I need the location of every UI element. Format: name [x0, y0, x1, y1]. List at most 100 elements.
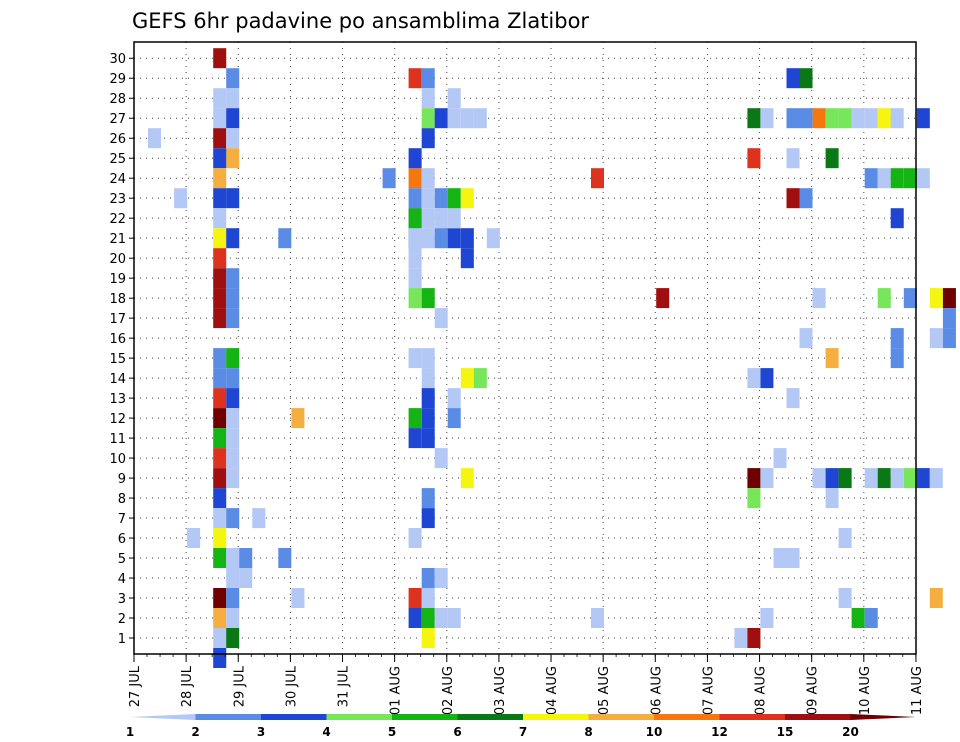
heatmap-cell: [213, 148, 227, 169]
heatmap-cell: [213, 348, 227, 369]
heatmap-cell: [434, 108, 448, 129]
heatmap-cell: [864, 168, 878, 189]
x-tick-label: 27 JUL: [128, 665, 143, 707]
y-tick-label: 24: [109, 172, 126, 187]
y-tick-label: 8: [118, 492, 126, 507]
heatmap-cell: [447, 388, 461, 409]
y-tick-label: 2: [118, 612, 126, 627]
heatmap-cell: [213, 588, 227, 608]
heatmap-cell: [421, 88, 435, 109]
heatmap-cell: [447, 608, 461, 628]
heatmap-cell: [408, 588, 422, 608]
heatmap-cell: [812, 468, 826, 489]
heatmap-cell: [447, 208, 461, 229]
heatmap-cell: [421, 488, 435, 509]
heatmap-cell: [226, 448, 240, 469]
heatmap-cell: [877, 468, 891, 489]
heatmap-cell: [226, 388, 240, 409]
heatmap-cell: [460, 248, 474, 269]
heatmap-cell: [226, 468, 240, 489]
heatmap-cell: [473, 368, 487, 389]
colorbar-level-label: 1: [126, 725, 134, 739]
y-tick-label: 4: [118, 572, 126, 587]
colorbar-level-label: 6: [453, 725, 461, 739]
y-tick-label: 14: [109, 372, 126, 387]
heatmap-cell: [213, 628, 227, 648]
heatmap-cell: [408, 168, 422, 189]
heatmap-cell: [226, 348, 240, 369]
colorbar-level-label: 3: [257, 725, 265, 739]
heatmap-cell: [799, 108, 813, 129]
heatmap-cell: [213, 88, 227, 109]
heatmap-cell: [226, 308, 240, 329]
heatmap-cell: [408, 288, 422, 309]
heatmap-cell: [421, 188, 435, 209]
heatmap-cell: [786, 148, 800, 169]
heatmap-cell: [747, 628, 761, 648]
x-tick-label: 09 AUG: [806, 666, 821, 715]
heatmap-cell: [226, 188, 240, 209]
heatmap-cell: [408, 268, 422, 289]
heatmap-cell: [916, 468, 930, 489]
heatmap-cell: [213, 428, 227, 449]
heatmap-cell: [825, 488, 839, 509]
heatmap-cell: [864, 108, 878, 129]
heatmap-cell: [382, 168, 396, 189]
colorbar-level-label: 4: [322, 725, 330, 739]
heatmap-cell: [486, 228, 500, 249]
heatmap-cell: [890, 468, 904, 489]
y-axis: 1234567891011121314151617181920212223242…: [109, 52, 134, 647]
heatmap-cell: [408, 228, 422, 249]
colorbar-segment: [588, 714, 655, 720]
heatmap-cell: [213, 448, 227, 469]
heatmap-cell: [434, 208, 448, 229]
heatmap-cell: [890, 108, 904, 129]
heatmap-cell: [890, 348, 904, 369]
heatmap-cell: [434, 448, 448, 469]
heatmap-cell: [734, 628, 748, 648]
heatmap-cell: [213, 308, 227, 329]
x-axis: 27 JUL 28 JUL 29 JUL 30 JUL 31 JUL 01 AUG 02 A…: [128, 654, 925, 715]
heatmap-cell: [213, 228, 227, 249]
y-tick-label: 21: [109, 232, 126, 247]
colorbar-segment: [326, 714, 393, 720]
colorbar-level-label: 15: [777, 725, 794, 739]
heatmap-cells: [148, 48, 956, 668]
heatmap-cell: [226, 288, 240, 309]
heatmap-cell: [825, 468, 839, 489]
heatmap-cell: [148, 128, 162, 149]
colorbar-level-label: 10: [646, 725, 663, 739]
heatmap-cell: [213, 488, 227, 509]
heatmap-cell: [278, 548, 292, 568]
heatmap-cell: [747, 488, 761, 509]
heatmap-cell: [447, 228, 461, 249]
heatmap-cell: [213, 288, 227, 309]
colorbar-segment: [195, 714, 262, 720]
heatmap-cell: [226, 568, 240, 588]
heatmap-cell: [460, 468, 474, 489]
heatmap-cell: [825, 108, 839, 129]
heatmap-cell: [226, 408, 240, 429]
colorbar-level-label: 7: [519, 725, 527, 739]
heatmap-cell: [929, 288, 943, 309]
heatmap-cell: [473, 108, 487, 129]
heatmap-cell: [213, 268, 227, 289]
heatmap-cell: [421, 228, 435, 249]
heatmap-cell: [187, 528, 201, 548]
heatmap-cell: [239, 568, 253, 588]
heatmap-cell: [421, 508, 435, 529]
heatmap-cell: [760, 608, 774, 628]
x-tick-label: 01 AUG: [389, 666, 404, 715]
heatmap-cell: [851, 108, 865, 129]
heatmap-cell: [421, 568, 435, 588]
heatmap-cell: [213, 108, 227, 129]
heatmap-cell: [786, 108, 800, 129]
y-tick-label: 22: [109, 212, 126, 227]
heatmap-cell: [421, 68, 435, 89]
heatmap-cell: [226, 588, 240, 608]
colorbar: 1 2 3 4 5 6 7 8 10 12 15 20: [126, 714, 916, 739]
heatmap-cell: [213, 528, 227, 548]
heatmap-cell: [421, 608, 435, 628]
